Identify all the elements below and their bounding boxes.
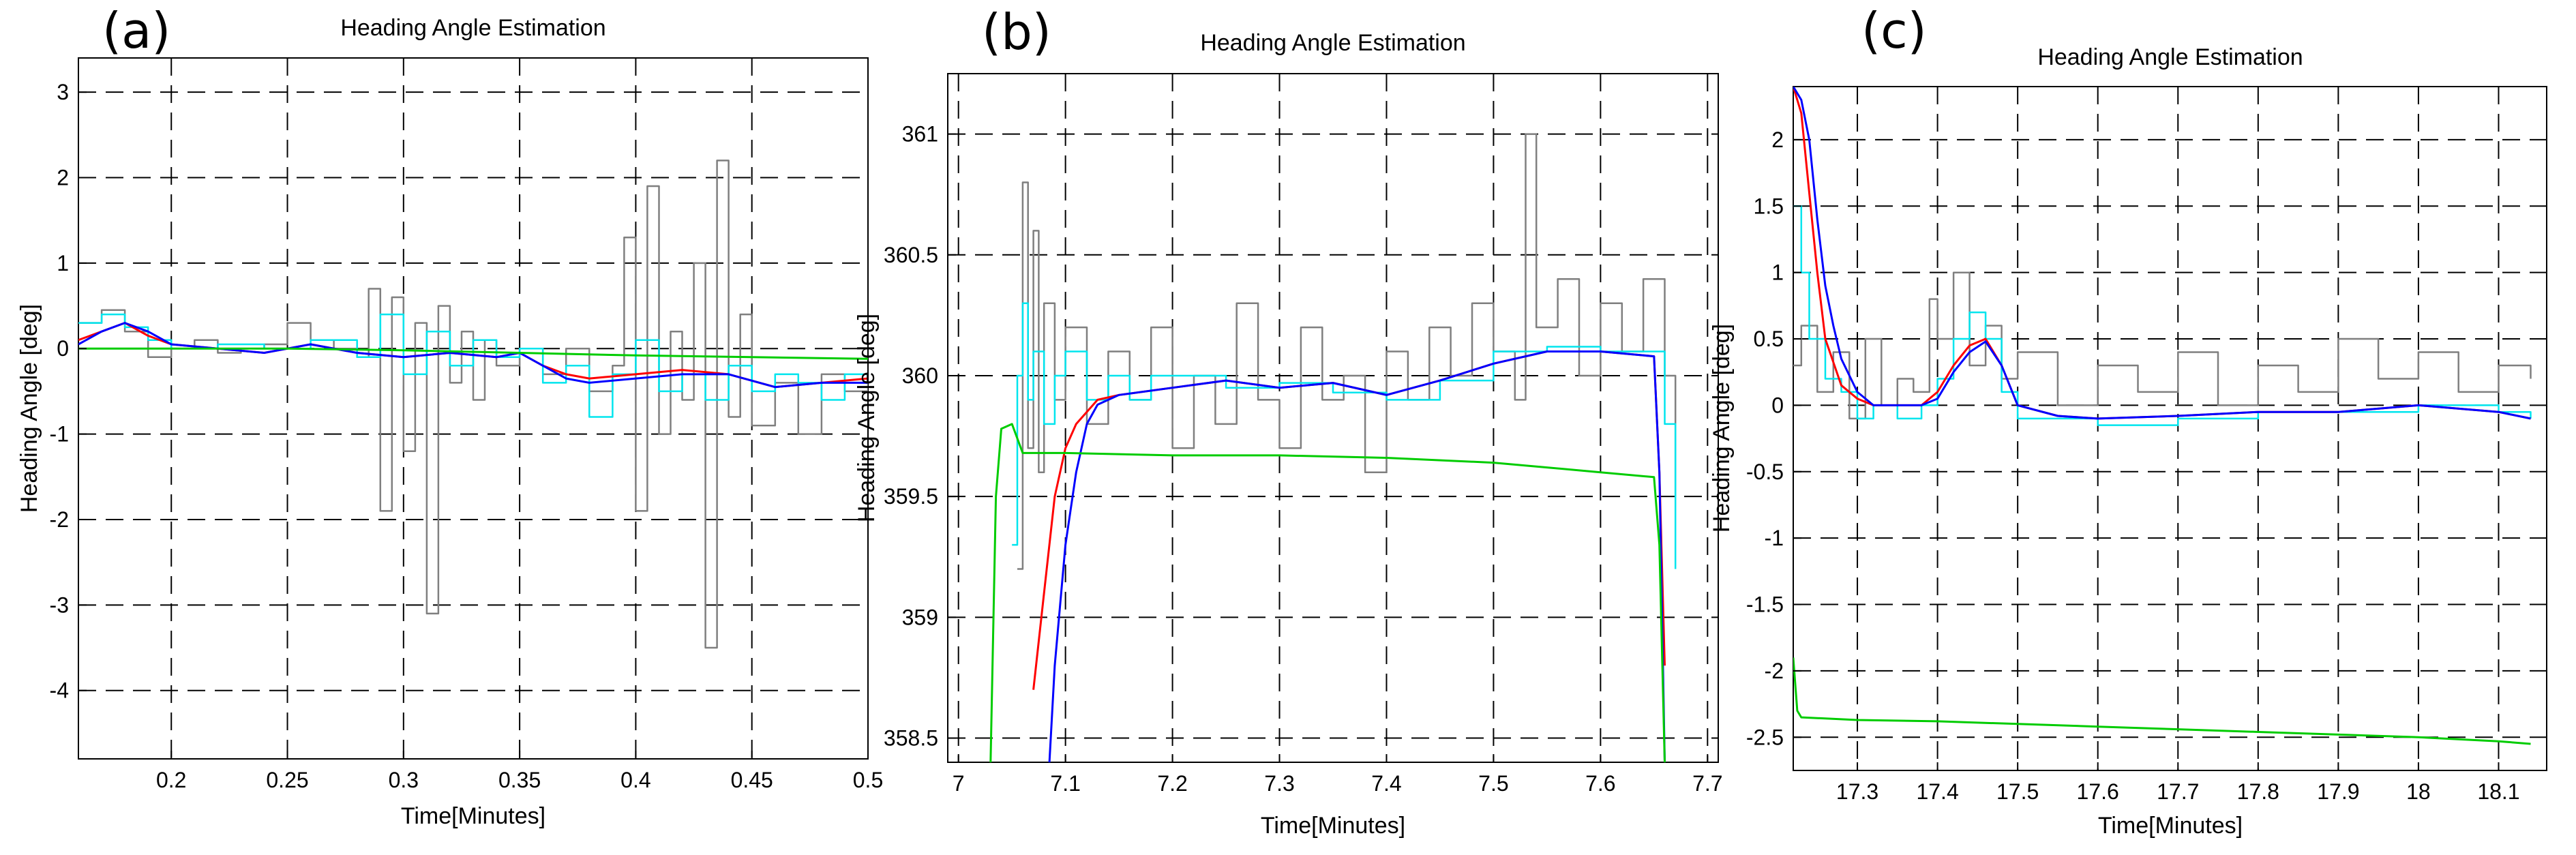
y-tick-label-a: 1 [57, 251, 69, 275]
series-line-blue-b [1048, 350, 1666, 762]
y-tick-label-b: 361 [902, 122, 938, 147]
y-tick-label-b: 358.5 [884, 726, 938, 751]
y-tick-label-a: 0 [57, 336, 69, 361]
series-line-gray-b [1017, 133, 1677, 570]
series-line-green-c [1793, 657, 2531, 745]
y-tick-label-a: -1 [50, 422, 69, 447]
series-line-blue-c [1793, 87, 2531, 420]
y-tick-label-a: 3 [57, 80, 69, 104]
y-tick-label-c: -2.5 [1746, 725, 1784, 749]
x-tick-label-b: 7.4 [1371, 771, 1401, 796]
x-tick-label-c: 17.5 [1996, 779, 2039, 804]
series-line-cyan-b [1012, 302, 1677, 569]
x-axis-label-b: Time[Minutes] [1261, 813, 1405, 839]
x-tick-label-b: 7.7 [1692, 771, 1722, 796]
x-tick-label-b: 7.6 [1585, 771, 1615, 796]
x-tick-label-a: 0.35 [498, 768, 541, 792]
x-tick-label-c: 17.4 [1916, 779, 1958, 804]
y-axis-label-c: Heading Angle [deg] [1709, 324, 1735, 532]
y-tick-label-c: 1.5 [1754, 194, 1784, 218]
x-tick-label-a: 0.2 [156, 768, 186, 792]
y-axis-label-b: Heading Angle [deg] [854, 314, 880, 522]
plot-area-c [1793, 86, 2547, 771]
y-tick-label-c: -1.5 [1746, 592, 1784, 617]
x-tick-label-c: 17.8 [2237, 779, 2279, 804]
series-line-green-a [78, 347, 868, 360]
plot-area-a [78, 57, 869, 760]
panel-c: 17.3 17.4 17.5 17.6 17.7 17.8 17.9 18 18.1 2 1.5 1 0… [1709, 2, 2547, 839]
y-tick-label-a: -3 [50, 592, 69, 617]
y-tick-label-b: 360.5 [884, 243, 938, 267]
x-tick-label-c: 18 [2406, 779, 2431, 804]
chart-title-a: Heading Angle Estimation [340, 15, 605, 41]
y-tick-label-b: 359 [902, 605, 938, 629]
x-tick-label-c: 17.7 [2157, 779, 2199, 804]
x-tick-label-c: 17.9 [2317, 779, 2359, 804]
x-tick-label-a: 0.25 [266, 768, 308, 792]
x-tick-label-b: 7.5 [1478, 771, 1508, 796]
x-tick-label-a: 0.3 [389, 768, 419, 792]
y-tick-label-c: 2 [1771, 127, 1784, 152]
series-line-blue-a [78, 322, 868, 389]
series-line-green-b [989, 423, 1666, 762]
x-tick-label-a: 0.5 [853, 768, 883, 792]
panel-a: 0.2 0.25 0.3 0.35 0.4 0.45 0.5 3 2 1 0 -1 -2 -3 -4 (a)… [16, 2, 883, 829]
y-tick-label-b: 359.5 [884, 484, 938, 509]
x-axis-label-a: Time[Minutes] [401, 803, 545, 829]
y-tick-label-c: -0.5 [1746, 460, 1784, 484]
y-tick-label-b: 360 [902, 363, 938, 388]
x-tick-label-c: 17.6 [2077, 779, 2119, 804]
y-tick-label-a: -4 [50, 678, 69, 703]
x-tick-label-a: 0.45 [731, 768, 773, 792]
y-tick-label-c: 0.5 [1754, 327, 1784, 351]
panel-label-c: (c) [1861, 2, 1927, 59]
panel-b: 7 7.1 7.2 7.3 7.4 7.5 7.6 7.7 361 360.5 360 359.5 35… [854, 3, 1723, 839]
y-tick-label-a: -2 [50, 507, 69, 532]
x-tick-label-c: 17.3 [1836, 779, 1878, 804]
panel-label-a: (a) [102, 2, 170, 59]
series-line-cyan-a [78, 313, 868, 418]
chart-title-b: Heading Angle Estimation [1200, 30, 1465, 56]
panel-label-b: (b) [982, 3, 1051, 61]
x-tick-label-b: 7.2 [1157, 771, 1187, 796]
chart-title-c: Heading Angle Estimation [2037, 44, 2303, 70]
y-tick-label-c: 1 [1771, 260, 1784, 285]
x-tick-label-a: 0.4 [620, 768, 650, 792]
y-tick-label-c: -1 [1765, 526, 1784, 550]
y-tick-label-c: 0 [1771, 393, 1784, 417]
y-axis-label-a: Heading Angle [deg] [16, 304, 42, 513]
plot-area-b [947, 73, 1719, 763]
x-tick-label-b: 7 [953, 771, 965, 796]
x-axis-label-c: Time[Minutes] [2098, 813, 2243, 839]
x-tick-label-b: 7.1 [1050, 771, 1080, 796]
x-tick-label-c: 18.1 [2477, 779, 2519, 804]
y-tick-label-a: 2 [57, 166, 69, 190]
x-tick-label-b: 7.3 [1264, 771, 1294, 796]
y-tick-label-c: -2 [1765, 659, 1784, 683]
